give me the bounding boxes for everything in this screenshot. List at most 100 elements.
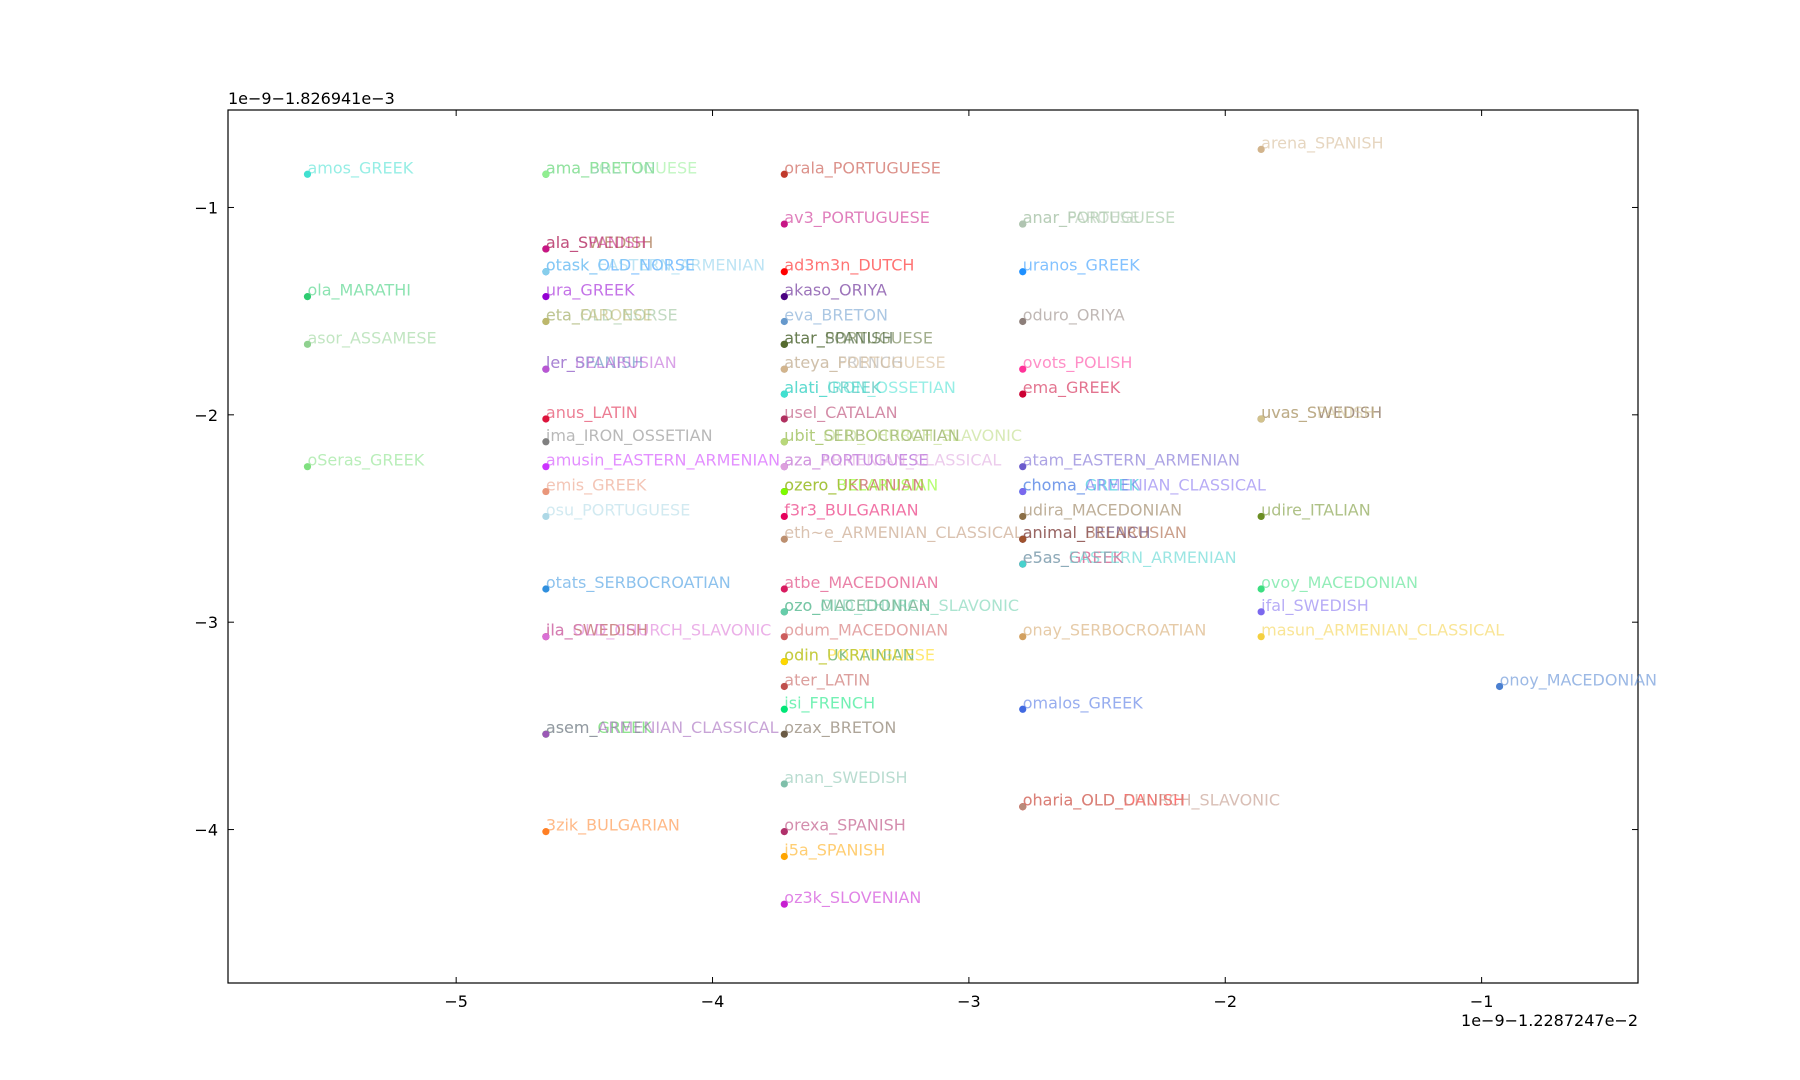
point-label: atar_PORTUGUESE — [784, 328, 933, 348]
point-label: ler_BELARUSIAN — [546, 353, 677, 373]
data-point — [1257, 415, 1265, 423]
point-label: orala_PORTUGUESE — [784, 158, 941, 178]
data-point — [542, 293, 550, 301]
data-point — [780, 390, 788, 398]
point-label: ala_SPANISH — [546, 233, 647, 253]
point-label: f3r3_BULGARIAN — [784, 500, 918, 520]
y-tick-label: −2 — [194, 406, 218, 425]
x-tick-label: −5 — [444, 992, 468, 1011]
data-point — [1019, 705, 1027, 713]
data-point — [780, 415, 788, 423]
data-point — [780, 268, 788, 276]
point-label: ila_OLD_CHURCH_SLAVONIC — [546, 621, 771, 641]
data-point — [1019, 633, 1027, 641]
data-point — [1495, 682, 1504, 691]
point-label: aza_PORTUGUESE — [784, 451, 928, 471]
point-label: oduro_ORIYA — [1023, 306, 1125, 326]
point-label: anar_FAROESE — [1023, 208, 1140, 228]
data-point — [542, 512, 550, 521]
data-point — [1257, 512, 1265, 521]
point-label: usel_CATALAN — [784, 403, 897, 423]
point-label: ovoy_MACEDONIAN — [1261, 573, 1418, 593]
point-label: ozero_BELARUSIAN — [784, 476, 938, 496]
point-label: eva_BRETON — [784, 306, 888, 326]
point-label: ler_SPANISH — [546, 353, 643, 373]
point-label: uvas_SPANISH — [1261, 403, 1375, 423]
data-point — [303, 170, 312, 178]
data-point — [780, 220, 788, 228]
point-label: ozo_OLD_CHURCH_SLAVONIC — [784, 596, 1019, 616]
data-point — [542, 170, 550, 178]
x-axis-ticks: −5 −4 −3 −2 −1 — [444, 110, 1493, 1011]
data-point — [1019, 463, 1027, 471]
data-point — [542, 633, 550, 641]
data-point — [780, 293, 788, 301]
point-label: oharia_OLD_CHURCH_SLAVONIC — [1023, 791, 1280, 811]
point-label: ifal_SWEDISH — [1261, 596, 1369, 616]
data-point — [780, 900, 788, 908]
data-point — [780, 170, 788, 178]
point-label: asem_GREEK — [546, 718, 652, 738]
point-label: asem_ARMENIAN_CLASSICAL — [546, 718, 779, 738]
x-tick-label: −1 — [1470, 992, 1494, 1011]
point-label: ila_SWEDISH — [546, 621, 648, 641]
point-label: ad3m3n_DUTCH — [784, 256, 914, 276]
point-label: asor_ASSAMESE — [307, 328, 436, 348]
y-tick-label: −3 — [194, 613, 218, 632]
data-point — [1019, 317, 1027, 326]
point-label: anar_PORTUGUESE — [1023, 208, 1176, 228]
data-point — [780, 780, 788, 788]
point-label: onay_SERBOCROATIAN — [1023, 621, 1207, 641]
data-point — [542, 365, 550, 373]
data-point — [303, 463, 312, 471]
point-label: odin_PORTUGUESE — [784, 646, 935, 666]
point-label: ozo_MACEDONIAN — [784, 596, 930, 616]
point-label: anus_LATIN — [546, 403, 638, 423]
point-label: ubit_OLD_CHURCH_SLAVONIC — [784, 426, 1022, 446]
point-label: choma_GREEK — [1023, 476, 1140, 496]
data-point — [1019, 365, 1027, 373]
plot-area — [227, 109, 1639, 984]
point-label: otask_OLD_NORSE — [546, 256, 695, 276]
point-label: udira_MACEDONIAN — [1023, 500, 1182, 520]
data-point — [780, 633, 788, 641]
data-point — [780, 705, 788, 713]
point-label: aza_ARMENIAN_CLASSICAL — [784, 451, 1001, 471]
point-label: alati_IRON_OSSETIAN — [784, 378, 956, 398]
point-label: eth~e_ARMENIAN_CLASSICAL — [784, 523, 1023, 543]
data-point — [1019, 390, 1027, 398]
point-label: eta_OLD_NORSE — [546, 306, 678, 326]
data-point — [1019, 268, 1027, 276]
data-point — [780, 657, 788, 666]
point-label: masun_ARMENIAN_CLASSICAL — [1261, 621, 1504, 641]
point-label: udire_ITALIAN — [1261, 500, 1371, 520]
point-label: atar_SPANISH — [784, 328, 893, 348]
data-point — [780, 463, 788, 471]
data-point — [303, 293, 312, 301]
point-label: odin_UKRAINIAN — [784, 646, 914, 666]
point-label: amusin_EASTERN_ARMENIAN — [546, 451, 780, 471]
data-point — [780, 340, 788, 348]
point-label: anan_SWEDISH — [784, 768, 907, 788]
point-label: ama_PORTUGUESE — [546, 158, 697, 178]
point-label: 3zik_BULGARIAN — [546, 816, 680, 836]
point-label: uvas_SWEDISH — [1261, 403, 1382, 423]
data-point — [1019, 487, 1027, 496]
point-label: ala_SWEDISH — [546, 233, 653, 253]
point-label: choma_ARMENIAN_CLASSICAL — [1023, 476, 1266, 496]
data-points — [303, 145, 1504, 908]
point-label: alati_GREEK — [784, 378, 882, 398]
data-point — [542, 585, 550, 593]
point-label: ama_BRETON — [546, 158, 656, 178]
data-point — [1257, 608, 1265, 616]
data-point — [542, 487, 550, 496]
x-tick-label: −3 — [957, 992, 981, 1011]
point-label: ura_GREEK — [546, 281, 635, 301]
point-label: ateya_FRENCH — [784, 353, 903, 373]
point-label: ateya_PORTUGUESE — [784, 353, 945, 373]
x-offset-label: 1e−9−1.2287247e−2 — [1461, 1011, 1638, 1030]
point-label: ater_LATIN — [784, 670, 870, 690]
y-axis-ticks: −1 −2 −3 −4 — [194, 198, 1638, 840]
point-label: onoy_MACEDONIAN — [1500, 670, 1657, 690]
